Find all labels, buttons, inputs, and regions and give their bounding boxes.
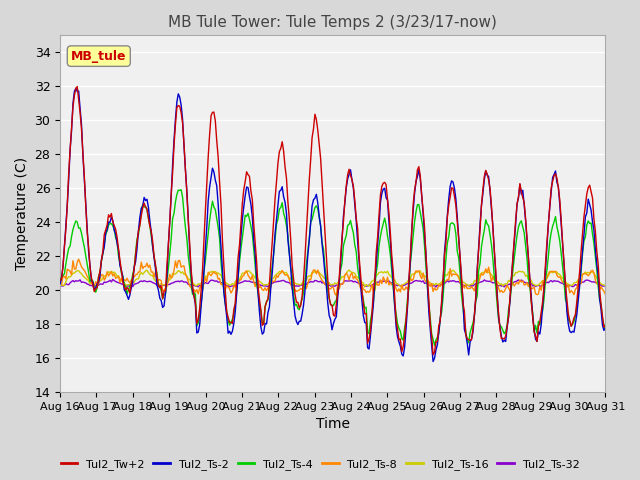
Y-axis label: Temperature (C): Temperature (C) — [15, 157, 29, 270]
X-axis label: Time: Time — [316, 418, 349, 432]
Legend: Tul2_Tw+2, Tul2_Ts-2, Tul2_Ts-4, Tul2_Ts-8, Tul2_Ts-16, Tul2_Ts-32: Tul2_Tw+2, Tul2_Ts-2, Tul2_Ts-4, Tul2_Ts… — [56, 455, 584, 474]
Text: MB_tule: MB_tule — [71, 49, 127, 62]
Title: MB Tule Tower: Tule Temps 2 (3/23/17-now): MB Tule Tower: Tule Temps 2 (3/23/17-now… — [168, 15, 497, 30]
